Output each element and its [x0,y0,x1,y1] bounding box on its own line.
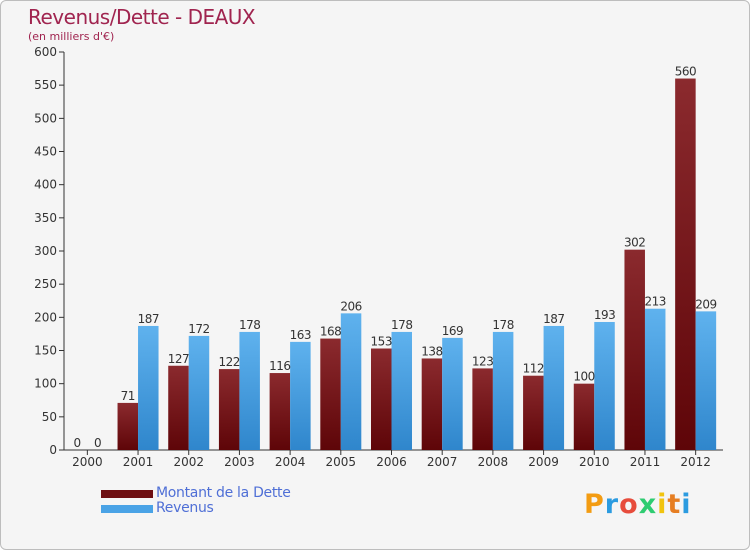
logo-letter: i [657,489,668,520]
x-tick-label: 2012 [680,455,711,469]
x-tick-label: 2011 [630,455,661,469]
legend-label-debt: Montant de la Dette [156,485,291,501]
data-label: 213 [645,295,666,309]
bar-revenus [594,321,615,450]
y-tick-label: 0 [49,443,57,457]
data-label: 187 [138,312,159,326]
data-label: 0 [74,436,81,450]
bar-revenus [543,325,565,450]
proxiti-logo: Proxiti [584,489,692,520]
bar-dette [624,249,645,450]
bar-revenus [290,341,311,450]
chart-title: Revenus/Dette - DEAUX [28,5,256,29]
data-label: 187 [543,312,564,326]
bar-dette [117,402,139,450]
y-tick-label: 350 [34,211,57,225]
data-label: 100 [573,370,594,384]
bar-revenus [138,325,159,450]
bar-dette [320,338,341,450]
bar-revenus [644,308,666,450]
y-tick-label: 250 [34,277,57,291]
logo-letter: r [604,489,620,520]
y-tick-label: 400 [34,178,57,192]
data-label: 302 [624,236,645,250]
logo-letter: x [638,489,658,520]
data-label: 153 [371,335,392,349]
data-label: 178 [239,318,260,332]
bar-revenus [340,313,362,450]
legend-swatch-revenus [101,505,153,513]
data-label: 71 [121,389,135,403]
bar-revenus [492,331,514,450]
bar-dette [573,383,595,450]
bar-dette [371,348,392,450]
bar-dette [675,78,696,451]
data-label: 123 [472,354,493,368]
logo-letter: t [667,489,682,520]
chart-subtitle: (en milliers d'€) [28,30,115,43]
y-tick-label: 150 [34,344,57,358]
data-label: 112 [523,362,544,376]
bar-dette [421,358,443,450]
y-tick-label: 50 [42,410,57,424]
legend-label-revenus: Revenus [156,500,214,516]
data-label: 209 [695,297,716,311]
data-label: 0 [94,436,101,450]
data-label: 169 [442,324,463,338]
data-label: 168 [320,325,341,339]
bar-dette [218,369,240,450]
bar-dette [269,373,291,450]
y-tick-label: 300 [34,244,57,258]
legend-swatch-debt [101,490,153,498]
data-label: 138 [421,344,442,358]
x-tick-label: 2004 [275,455,306,469]
bar-dette [472,368,493,450]
y-tick-label: 500 [34,111,57,125]
bar-dette [523,375,544,450]
y-tick-label: 100 [34,377,57,391]
logo-letter: i [681,489,692,520]
data-label: 127 [168,352,189,366]
bar-dette [168,365,189,450]
data-label: 206 [340,299,361,313]
data-label: 172 [188,322,209,336]
logo-letter: P [584,489,605,520]
x-tick-label: 2008 [478,455,509,469]
data-label: 178 [492,318,513,332]
x-tick-label: 2003 [224,455,255,469]
data-label: 193 [594,308,615,322]
y-tick-label: 550 [34,78,57,92]
data-label: 560 [675,65,696,79]
bar-revenus [442,337,463,450]
y-tick-label: 450 [34,145,57,159]
x-tick-label: 2001 [123,455,154,469]
x-tick-label: 2010 [579,455,610,469]
x-tick-label: 2009 [528,455,559,469]
bar-revenus [695,311,717,450]
bar-revenus [239,331,260,450]
x-tick-label: 2006 [376,455,407,469]
data-label: 178 [391,318,412,332]
data-label: 122 [218,355,239,369]
y-tick-label: 600 [34,45,57,59]
x-tick-label: 2002 [173,455,204,469]
data-label: 163 [290,328,311,342]
x-tick-label: 2005 [326,455,357,469]
data-label: 116 [269,359,290,373]
x-tick-label: 2000 [72,455,103,469]
logo-letter: o [619,489,639,520]
y-tick-label: 200 [34,310,57,324]
bar-revenus [188,335,210,450]
bar-revenus [391,331,412,450]
x-tick-label: 2007 [427,455,458,469]
